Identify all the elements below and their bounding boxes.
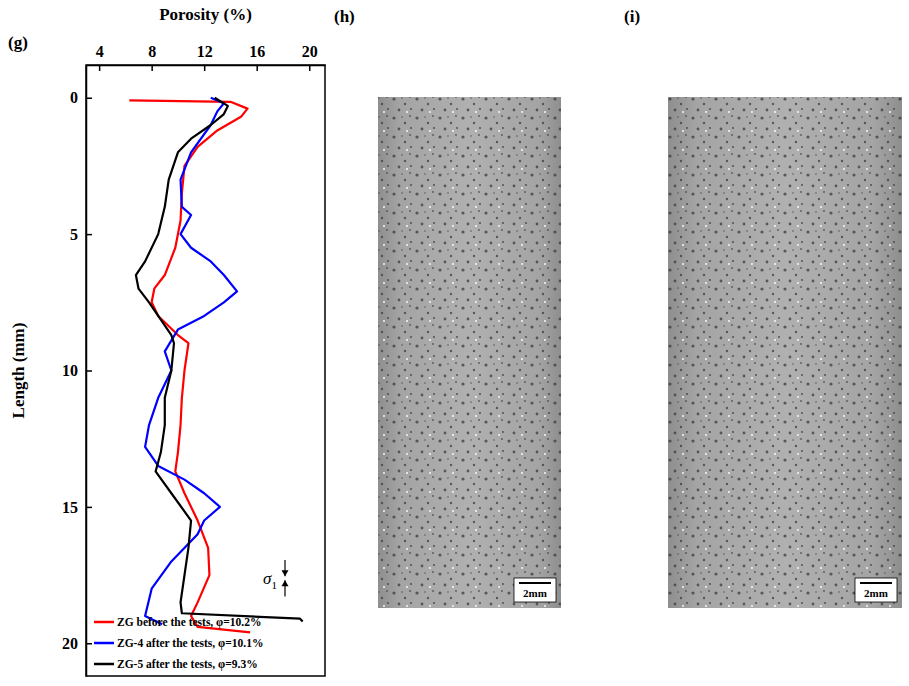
y-tick-label: 0 bbox=[70, 89, 78, 106]
y-tick: 15 bbox=[62, 499, 92, 516]
figure: 4 8 12 16 20 0 5 10 15 20 Porosity (%) Length (mm) (… bbox=[0, 0, 909, 686]
x-axis-title: Porosity (%) bbox=[159, 5, 252, 24]
series-line bbox=[136, 98, 303, 622]
y-tick-label: 5 bbox=[70, 226, 78, 243]
series-line bbox=[129, 100, 250, 632]
panel-label: (g) bbox=[8, 33, 28, 52]
legend-swatch bbox=[94, 642, 114, 645]
y-tick-label: 15 bbox=[62, 499, 78, 516]
y-tick-mark bbox=[86, 370, 92, 372]
series-line bbox=[145, 98, 237, 624]
plot-frame bbox=[86, 65, 325, 676]
x-tick-label: 20 bbox=[302, 43, 318, 60]
legend-swatch bbox=[94, 621, 114, 624]
ct-image bbox=[378, 97, 561, 608]
y-tick-label: 10 bbox=[62, 362, 78, 379]
annotation: σ1 bbox=[263, 569, 277, 591]
ct-texture bbox=[668, 97, 902, 608]
image-panel: (i) 2mm bbox=[624, 7, 902, 608]
scale-bar-label: 2mm bbox=[523, 587, 547, 599]
scale-bar bbox=[860, 582, 892, 584]
y-axis: 0 5 10 15 20 bbox=[62, 66, 92, 677]
x-tick-mark bbox=[151, 65, 153, 71]
x-tick-label: 4 bbox=[96, 43, 104, 60]
x-tick-label: 16 bbox=[249, 43, 265, 60]
legend-label: ZG before the tests, φ=10.2% bbox=[117, 616, 261, 629]
x-tick: 12 bbox=[197, 43, 213, 71]
y-tick-mark bbox=[86, 643, 92, 645]
x-tick: 8 bbox=[148, 43, 156, 71]
y-tick-mark bbox=[86, 97, 92, 99]
y-tick-mark bbox=[86, 507, 92, 509]
y-tick: 10 bbox=[62, 362, 92, 379]
arrow-head bbox=[282, 580, 289, 586]
legend-label: ZG-5 after the tests, φ=9.3% bbox=[117, 658, 258, 671]
x-tick-label: 8 bbox=[148, 43, 156, 60]
x-tick: 16 bbox=[249, 43, 265, 71]
panel-label: (i) bbox=[624, 7, 640, 26]
x-axis-line bbox=[87, 65, 326, 67]
panel-label: (h) bbox=[334, 7, 355, 26]
y-tick-mark bbox=[86, 234, 92, 236]
y-tick: 0 bbox=[70, 89, 92, 106]
x-tick-mark bbox=[204, 65, 206, 71]
y-tick: 20 bbox=[62, 635, 92, 652]
scale-bar-box bbox=[514, 578, 556, 602]
arrow-head bbox=[282, 570, 289, 576]
panel-g: 4 8 12 16 20 0 5 10 15 20 Porosity (%) Length (mm) (… bbox=[8, 5, 326, 677]
image-panel: (h) 2mm bbox=[334, 7, 561, 608]
x-tick-label: 12 bbox=[197, 43, 213, 60]
legend-swatch bbox=[94, 663, 114, 666]
scale-bar-label: 2mm bbox=[864, 587, 888, 599]
y-axis-title: Length (mm) bbox=[9, 323, 28, 419]
x-tick: 4 bbox=[96, 43, 104, 71]
x-tick-mark bbox=[99, 65, 101, 71]
scale-bar-box bbox=[855, 578, 897, 602]
legend-label: ZG-4 after the tests, φ=10.1% bbox=[117, 637, 263, 650]
annotation-subscript: 1 bbox=[271, 579, 277, 591]
lines bbox=[129, 98, 302, 633]
x-axis: 4 8 12 16 20 bbox=[87, 43, 326, 71]
stress-annotation: σ1 bbox=[263, 560, 289, 597]
legend: ZG before the tests, φ=10.2% ZG-4 after t… bbox=[94, 616, 263, 671]
x-tick-mark bbox=[256, 65, 258, 71]
x-tick: 20 bbox=[302, 43, 318, 71]
y-tick-label: 20 bbox=[62, 635, 78, 652]
scale-bar bbox=[519, 582, 551, 584]
y-tick: 5 bbox=[70, 226, 92, 243]
x-tick-mark bbox=[309, 65, 311, 71]
ct-image bbox=[668, 97, 902, 608]
ct-texture bbox=[378, 97, 561, 608]
